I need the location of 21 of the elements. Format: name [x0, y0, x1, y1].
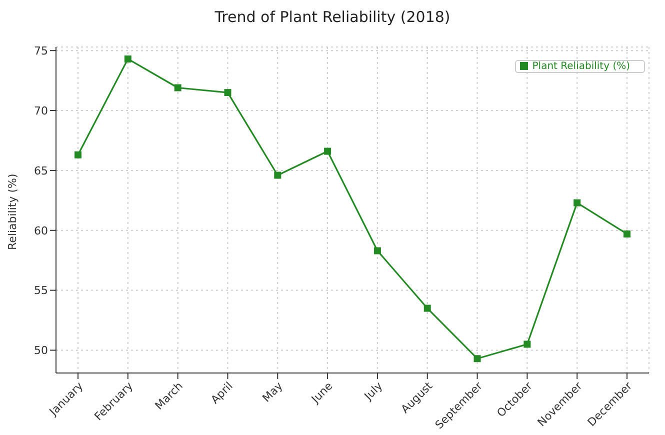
- point: [524, 340, 531, 348]
- point: [624, 230, 630, 238]
- point: [424, 304, 431, 312]
- legend-label: Plant Reliability (%): [532, 61, 630, 72]
- point: [124, 55, 132, 62]
- y-axis-title: Reliability (%): [6, 174, 19, 250]
- y-tick-label: 65: [34, 164, 48, 178]
- point: [474, 355, 481, 362]
- point: [74, 151, 82, 158]
- chart-title: Trend of Plant Reliability (2018): [214, 8, 452, 28]
- point: [324, 148, 332, 155]
- point: [574, 199, 581, 206]
- y-tick-label: 60: [34, 224, 48, 238]
- y-tick-label: 75: [34, 44, 48, 58]
- y-tick-label: 55: [34, 284, 48, 298]
- point: [174, 84, 182, 92]
- point: [224, 89, 232, 96]
- y-tick-label: 50: [34, 344, 48, 358]
- point: [374, 247, 381, 254]
- y-tick-label: 70: [34, 104, 48, 118]
- point: [274, 172, 282, 179]
